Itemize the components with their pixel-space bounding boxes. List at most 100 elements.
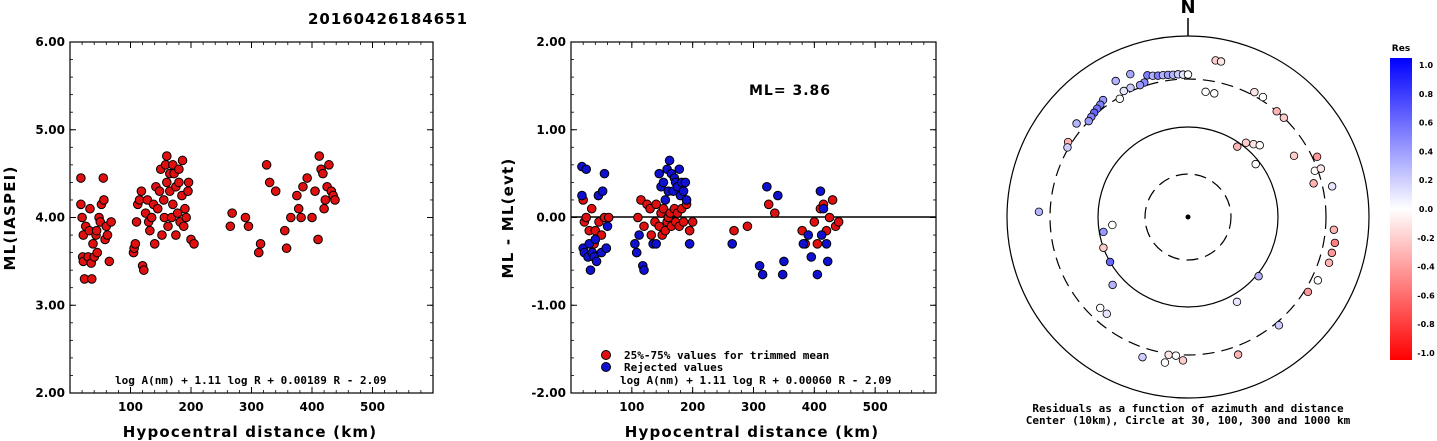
station-point (1099, 227, 1108, 237)
data-point (298, 181, 308, 192)
station-point (1178, 356, 1188, 365)
station-point (1279, 113, 1289, 122)
data-point (599, 168, 610, 179)
x-tick-label: 100 (118, 400, 143, 414)
y-tick-label: 0.00 (536, 211, 566, 225)
station-point (1102, 309, 1111, 319)
station-point (1072, 119, 1081, 128)
data-point (139, 265, 149, 275)
data-point (585, 265, 596, 275)
y-tick-label: 1.00 (536, 123, 566, 137)
formula-label: log A(nm) + 1.11 log R + 0.00189 R - 2.0… (115, 374, 387, 387)
legend: 25%-75% values for trimmed mean Rejected… (601, 349, 829, 374)
data-point (601, 243, 612, 254)
station-point (1251, 159, 1260, 169)
ring-30km (1144, 173, 1232, 261)
station-point (1108, 220, 1117, 230)
residual-polar-map: N Residuals as a function of azimuth and… (1006, 0, 1370, 427)
data-point (157, 230, 167, 240)
legend-marker-trimmed (601, 350, 611, 360)
station-point (1108, 280, 1117, 290)
data-points (76, 151, 340, 284)
data-point (597, 186, 608, 196)
data-point (76, 199, 86, 210)
data-point (678, 186, 689, 196)
data-point (293, 203, 304, 214)
data-point (104, 256, 115, 267)
data-point (86, 274, 97, 284)
station-point (1183, 70, 1193, 79)
y-tick-label: 4.00 (35, 211, 65, 225)
data-point (660, 195, 671, 205)
station-point (1274, 321, 1284, 330)
data-point (319, 203, 329, 214)
station-point (1138, 352, 1147, 362)
data-point (729, 225, 739, 236)
station-point (1313, 276, 1323, 285)
data-point (296, 212, 306, 223)
data-point (754, 260, 765, 271)
x-tick-label: 400 (299, 400, 324, 414)
data-point (227, 208, 237, 218)
data-point (286, 212, 296, 223)
station-point (1327, 182, 1337, 191)
data-point (183, 177, 194, 188)
y-axis-label: ML(IASPEI) (1, 165, 19, 270)
station-point (1119, 86, 1129, 96)
data-point (154, 186, 165, 196)
colorbar-tick-label: 0.2 (1419, 176, 1433, 185)
data-point (130, 239, 141, 249)
data-point (85, 203, 95, 214)
data-point (651, 199, 661, 210)
data-point (727, 239, 738, 249)
data-point (255, 239, 266, 249)
data-point (773, 190, 783, 201)
data-point (92, 247, 103, 258)
data-point (320, 195, 331, 205)
epicenter-marker (1185, 214, 1191, 220)
x-tick-label: 500 (863, 400, 888, 414)
data-point (163, 221, 173, 232)
data-point (812, 239, 823, 249)
station-point (1255, 141, 1264, 150)
colorbar-tick-label: -0.2 (1417, 234, 1435, 243)
x-tick-label: 200 (178, 400, 203, 414)
x-tick-label: 100 (619, 400, 644, 414)
data-point (314, 151, 325, 161)
data-point (243, 221, 254, 232)
x-tick-label: 400 (802, 400, 827, 414)
data-point (145, 225, 155, 236)
ml-residual-chart: -2.00 -1.00 0.00 1.00 2.00 100 200 300 400 500 ML… (499, 35, 937, 441)
station-point (1063, 143, 1072, 152)
data-point (827, 195, 838, 205)
data-point (106, 217, 116, 227)
data-point (631, 247, 642, 258)
station-point (1241, 138, 1251, 147)
station-point (1309, 179, 1318, 188)
axis-ticks: 2.00 3.00 4.00 5.00 6.00 100 200 300 400 500 (35, 35, 434, 414)
data-point (152, 203, 163, 214)
data-point (318, 168, 328, 179)
data-point (586, 203, 597, 214)
station-point (1327, 248, 1337, 258)
station-point (1135, 80, 1145, 90)
y-tick-label: -2.00 (531, 386, 566, 400)
data-point (684, 239, 695, 249)
station-point (1115, 94, 1124, 103)
data-point (253, 247, 264, 258)
data-point (651, 239, 661, 249)
ml-annotation: ML= 3.86 (749, 83, 831, 99)
data-point (146, 212, 157, 223)
y-axis-label: ML - ML(evt) (499, 158, 517, 279)
data-point (292, 190, 302, 201)
data-point (769, 208, 780, 218)
station-point (1096, 303, 1105, 313)
data-point (658, 177, 669, 188)
colorbar-tick-label: 0.6 (1419, 119, 1434, 128)
legend-label-rejected: Rejected values (624, 361, 723, 374)
data-point (762, 181, 772, 192)
data-point (602, 221, 613, 232)
station-point (1084, 116, 1093, 126)
figure-title: 20160426184651 (308, 10, 468, 28)
station-point (1111, 76, 1120, 86)
